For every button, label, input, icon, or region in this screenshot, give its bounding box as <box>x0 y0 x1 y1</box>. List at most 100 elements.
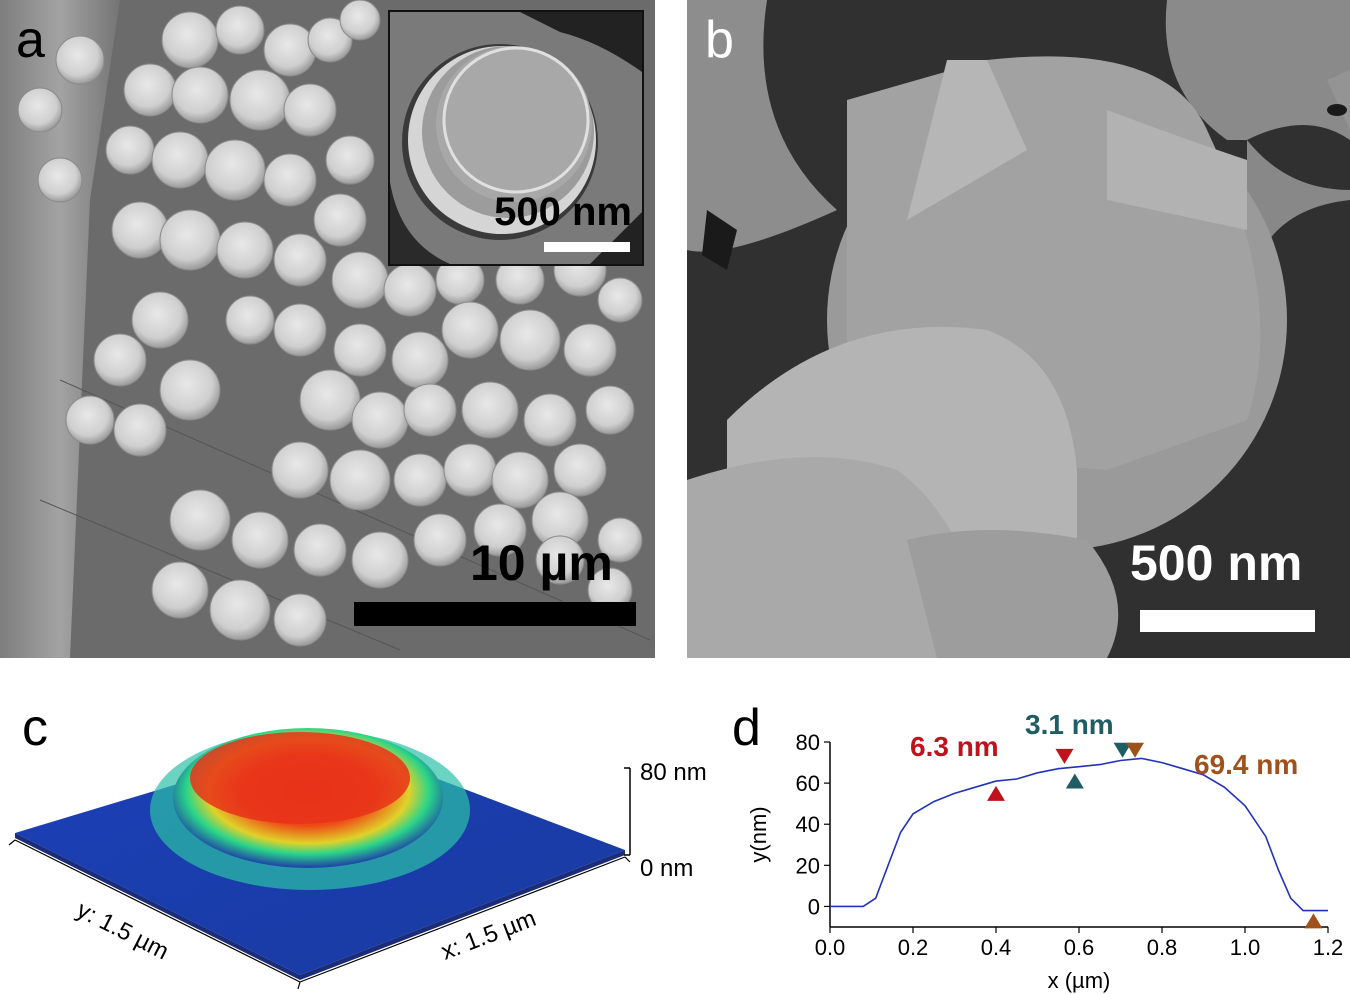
panel-label-a: a <box>16 11 45 69</box>
y-axis-title: y(nm) <box>746 806 771 862</box>
panel-c-afm-image: 80 nm 0 nm y: 1.5 µm x: 1.5 µm c <box>0 690 720 994</box>
y-tick-label: 40 <box>796 812 820 837</box>
particle <box>151 561 209 619</box>
particle <box>171 66 229 124</box>
particle <box>339 0 381 41</box>
z-axis-top-label: 80 nm <box>640 759 707 786</box>
particle <box>169 489 231 551</box>
triangle-marker <box>1304 913 1323 929</box>
particle <box>209 579 271 641</box>
particle <box>383 263 437 317</box>
particle <box>313 193 367 247</box>
particle <box>443 443 497 497</box>
panel-a-sem-image: 500 nm a 10 µm <box>0 0 655 658</box>
particle <box>331 251 389 309</box>
particle <box>563 323 617 377</box>
particle <box>231 511 289 569</box>
afm-3d-render: 80 nm 0 nm y: 1.5 µm x: 1.5 µm <box>8 728 707 990</box>
particle <box>403 383 457 437</box>
particle <box>523 393 577 447</box>
particle <box>325 135 375 185</box>
triangle-marker <box>1113 742 1132 758</box>
z-axis-bottom-label: 0 nm <box>640 855 693 882</box>
scale-bar-label-b: 500 nm <box>1130 535 1303 591</box>
particle <box>263 23 317 77</box>
particle <box>491 451 549 509</box>
particle <box>204 139 266 201</box>
x-tick-label: 0.6 <box>1064 935 1095 960</box>
particle <box>585 385 635 435</box>
scale-bar-label-a: 10 µm <box>470 535 613 591</box>
particle <box>17 87 63 133</box>
particle <box>393 453 447 507</box>
triangle-marker <box>1065 773 1084 789</box>
particle <box>215 5 265 55</box>
particle <box>131 291 189 349</box>
particle <box>329 449 391 511</box>
x-tick-label: 0.4 <box>981 935 1012 960</box>
particle <box>499 309 561 371</box>
inset-zoom: 500 nm <box>388 10 644 266</box>
particle <box>273 303 327 357</box>
triangle-marker <box>1055 748 1074 764</box>
y-tick-label: 0 <box>808 894 820 919</box>
particle-cluster <box>17 0 643 647</box>
inset-particle-image <box>390 12 642 264</box>
annotation-3-1nm: 3.1 nm <box>1025 709 1114 740</box>
annotation-69-4nm: 69.4 nm <box>1194 749 1298 780</box>
particle <box>441 301 499 359</box>
particle <box>161 11 219 69</box>
particle <box>299 369 361 431</box>
x-tick-label: 1.0 <box>1230 935 1261 960</box>
profile-line <box>830 757 1328 912</box>
particle <box>93 333 147 387</box>
particle <box>351 391 409 449</box>
x-tick-label: 0.8 <box>1147 935 1178 960</box>
y-tick-label: 60 <box>796 771 820 796</box>
particle <box>535 535 585 585</box>
particle <box>553 443 607 497</box>
particle <box>55 35 105 85</box>
particle <box>273 593 327 647</box>
particle <box>263 153 317 207</box>
y-tick-label: 80 <box>796 730 820 755</box>
particle <box>271 441 329 499</box>
particle <box>159 359 221 421</box>
panel-label-b: b <box>705 11 734 69</box>
particle <box>461 381 519 439</box>
sem-image-flakes <box>687 0 1350 658</box>
x-axis-title: x (µm) <box>1048 968 1111 993</box>
particle <box>351 531 409 589</box>
x-tick-label: 0.0 <box>815 935 846 960</box>
particle <box>216 221 274 279</box>
particle <box>597 517 643 563</box>
x-tick-label: 1.2 <box>1313 935 1344 960</box>
y-tick-label: 20 <box>796 853 820 878</box>
particle <box>113 403 167 457</box>
profile-chart: 0.0 0.2 0.4 0.6 0.8 1.0 1.2 0 20 40 60 80 x (µm) y(… <box>746 709 1344 993</box>
triangle-marker <box>1126 742 1145 758</box>
particle <box>65 395 115 445</box>
particle <box>333 323 387 377</box>
particle <box>111 201 169 259</box>
scale-bar-b <box>1140 610 1315 632</box>
particle <box>413 513 467 567</box>
triangle-marker <box>987 785 1005 801</box>
particle <box>273 233 327 287</box>
panel-b-sem-image: b 500 nm <box>687 0 1350 658</box>
particle <box>283 83 337 137</box>
particle <box>229 69 291 131</box>
particle <box>293 523 347 577</box>
panel-label-d: d <box>732 699 761 757</box>
particle <box>391 331 449 389</box>
inset-scale-bar <box>544 242 630 252</box>
particle <box>307 17 353 63</box>
x-tick-label: 0.2 <box>898 935 929 960</box>
particle <box>105 125 155 175</box>
scale-bar-a <box>354 602 636 626</box>
particle <box>159 209 221 271</box>
annotation-6-3nm: 6.3 nm <box>910 731 999 762</box>
particle <box>597 277 643 323</box>
particle <box>37 157 83 203</box>
particle <box>225 295 275 345</box>
